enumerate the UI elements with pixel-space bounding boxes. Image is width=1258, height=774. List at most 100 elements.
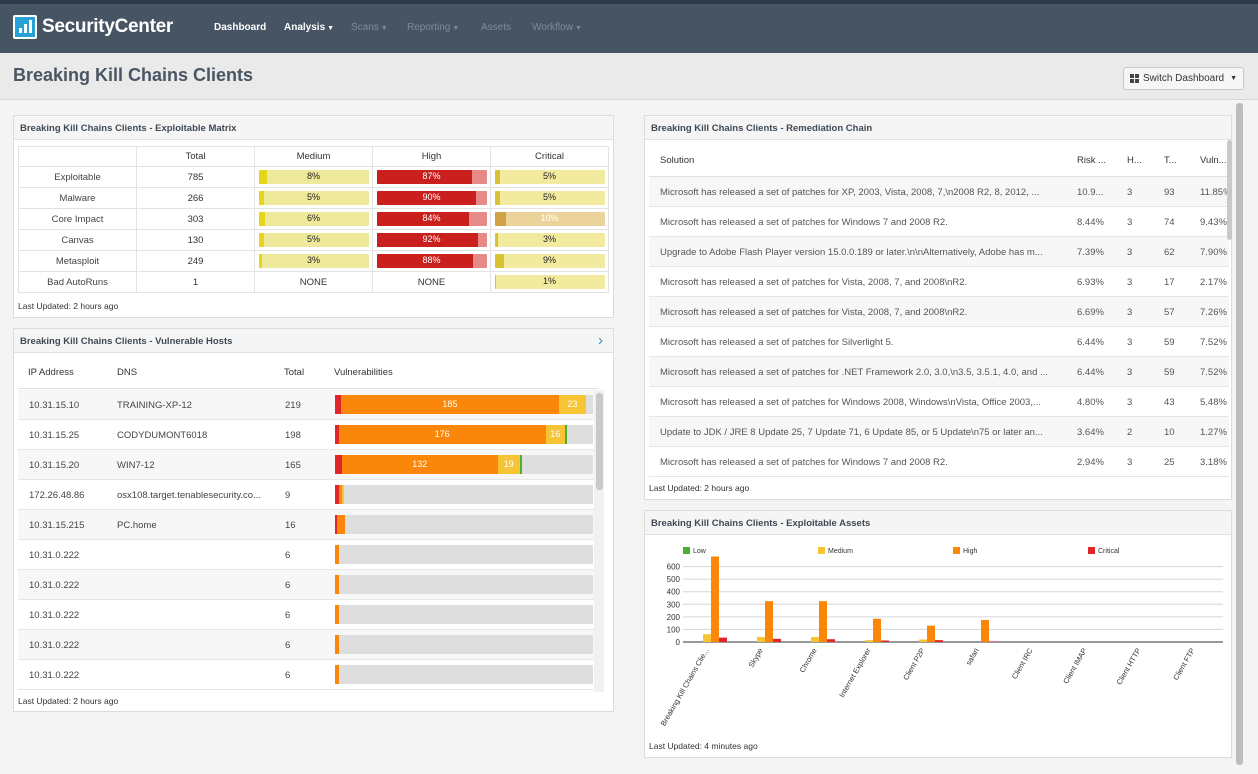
host-row[interactable]: 10.31.0.222 6 [18,540,598,570]
matrix-cell-critical[interactable]: 10% [490,208,609,230]
nav-reporting[interactable]: Reporting ▼ [407,22,459,33]
col-vulnerabilities[interactable]: Vuln... [1200,155,1227,166]
matrix-total[interactable]: 249 [136,250,255,272]
host-ip[interactable]: 10.31.15.10 [29,400,80,411]
hosts-scroll-track[interactable] [594,390,604,692]
vuln-segment-crit[interactable] [335,515,337,534]
col-ip-address[interactable]: IP Address [28,367,74,378]
vuln-segment-high[interactable] [337,515,346,534]
matrix-total[interactable]: 785 [136,166,255,188]
host-ip[interactable]: 10.31.0.222 [29,550,80,561]
remediation-row[interactable]: Microsoft has released a set of patches … [649,267,1229,297]
matrix-cell-medium[interactable]: 5% [254,229,373,251]
vuln-segment-high[interactable] [338,485,343,504]
col-solution[interactable]: Solution [660,155,695,166]
col-total[interactable]: Total [284,367,305,378]
vuln-segment-crit[interactable] [335,485,339,504]
vulnerability-bar[interactable]: 185 23 [335,395,593,414]
page-scrollbar[interactable] [1236,103,1243,765]
matrix-cell-medium[interactable]: NONE [254,271,373,293]
vuln-segment-high[interactable] [335,575,339,594]
remediation-row[interactable]: Microsoft has released a set of patches … [649,447,1229,477]
nav-assets[interactable]: Assets [481,22,511,33]
matrix-cell-medium[interactable]: 3% [254,250,373,272]
remediation-scrollbar[interactable] [1227,140,1232,240]
matrix-cell-critical[interactable]: 9% [490,250,609,272]
matrix-total[interactable]: 130 [136,229,255,251]
vulnerability-bar[interactable]: 132 19 [335,455,593,474]
host-ip[interactable]: 10.31.0.222 [29,610,80,621]
matrix-total[interactable]: 303 [136,208,255,230]
host-row[interactable]: 10.31.0.222 6 [18,570,598,600]
matrix-cell-high[interactable]: NONE [372,271,491,293]
host-ip[interactable]: 10.31.0.222 [29,640,80,651]
matrix-cell-high[interactable]: 87% [372,166,491,188]
vulnerability-bar[interactable]: 176 16 [335,425,593,444]
vuln-segment-high[interactable] [335,545,339,564]
nav-dashboard[interactable]: Dashboard [214,22,266,33]
vulnerability-bar[interactable] [335,545,593,564]
host-ip[interactable]: 10.31.15.25 [29,430,80,441]
matrix-cell-critical[interactable]: 5% [490,166,609,188]
matrix-cell-high[interactable]: 92% [372,229,491,251]
remediation-row[interactable]: Microsoft has released a set of patches … [649,207,1229,237]
col-hosts[interactable]: H... [1127,155,1142,166]
host-row[interactable]: 10.31.15.10 TRAINING-XP-12 219 185 23 [18,390,598,420]
vulnerability-bar[interactable] [335,485,593,504]
matrix-cell-critical[interactable]: 5% [490,187,609,209]
host-ip[interactable]: 10.31.0.222 [29,670,80,681]
matrix-cell-critical[interactable]: 3% [490,229,609,251]
vulnerability-bar[interactable] [335,635,593,654]
vuln-segment-crit[interactable] [335,425,339,444]
vuln-segment-med[interactable]: 16 [545,425,565,444]
chevron-right-icon[interactable]: › [598,332,603,349]
host-row[interactable]: 172.26.48.86 osx108.target.tenablesecurit… [18,480,598,510]
host-ip[interactable]: 10.31.15.215 [29,520,85,531]
vuln-segment-crit[interactable] [335,455,343,474]
vuln-segment-high[interactable] [335,605,339,624]
host-row[interactable]: 10.31.15.215 PC.home 16 [18,510,598,540]
vuln-segment-high[interactable]: 185 [340,395,559,414]
vuln-segment-med[interactable]: 23 [558,395,586,414]
matrix-cell-high[interactable]: 84% [372,208,491,230]
host-ip[interactable]: 10.31.15.20 [29,460,80,471]
vulnerability-bar[interactable] [335,515,593,534]
matrix-cell-medium[interactable]: 5% [254,187,373,209]
remediation-row[interactable]: Update to JDK / JRE 8 Update 25, 7 Updat… [649,417,1229,447]
remediation-row[interactable]: Microsoft has released a set of patches … [649,297,1229,327]
host-row[interactable]: 10.31.0.222 6 [18,660,598,690]
col-total[interactable]: T... [1164,155,1177,166]
vulnerability-bar[interactable] [335,605,593,624]
nav-scans[interactable]: Scans ▼ [351,22,388,33]
matrix-cell-medium[interactable]: 6% [254,208,373,230]
matrix-cell-medium[interactable]: 8% [254,166,373,188]
nav-workflow[interactable]: Workflow ▼ [532,22,582,33]
vulnerability-bar[interactable] [335,575,593,594]
vuln-segment-high[interactable] [335,635,339,654]
vuln-segment-low[interactable] [564,425,567,444]
col-dns[interactable]: DNS [117,367,138,378]
vuln-segment-crit[interactable] [335,395,341,414]
remediation-row[interactable]: Microsoft has released a set of patches … [649,387,1229,417]
host-row[interactable]: 10.31.15.20 WIN7-12 165 132 19 [18,450,598,480]
nav-analysis[interactable]: Analysis ▼ [284,22,334,33]
vuln-segment-high[interactable]: 132 [342,455,498,474]
matrix-cell-critical[interactable]: 1% [490,271,609,293]
vuln-segment-med[interactable] [342,485,345,504]
switch-dashboard-button[interactable]: Switch Dashboard ▼ [1123,67,1244,90]
matrix-cell-high[interactable]: 90% [372,187,491,209]
remediation-row[interactable]: Microsoft has released a set of patches … [649,357,1229,387]
remediation-row[interactable]: Upgrade to Adobe Flash Player version 15… [649,237,1229,267]
hosts-scrollbar[interactable] [596,393,603,490]
host-row[interactable]: 10.31.0.222 6 [18,630,598,660]
remediation-row[interactable]: Microsoft has released a set of patches … [649,327,1229,357]
vuln-segment-high[interactable] [335,665,339,684]
host-ip[interactable]: 172.26.48.86 [29,490,85,501]
host-row[interactable]: 10.31.15.25 CODYDUMONT6018 198 176 16 [18,420,598,450]
matrix-cell-high[interactable]: 88% [372,250,491,272]
vuln-segment-high[interactable]: 176 [338,425,546,444]
matrix-total[interactable]: 1 [136,271,255,293]
host-ip[interactable]: 10.31.0.222 [29,580,80,591]
col-risk[interactable]: Risk ... [1077,155,1107,166]
vuln-segment-med[interactable]: 19 [497,455,520,474]
